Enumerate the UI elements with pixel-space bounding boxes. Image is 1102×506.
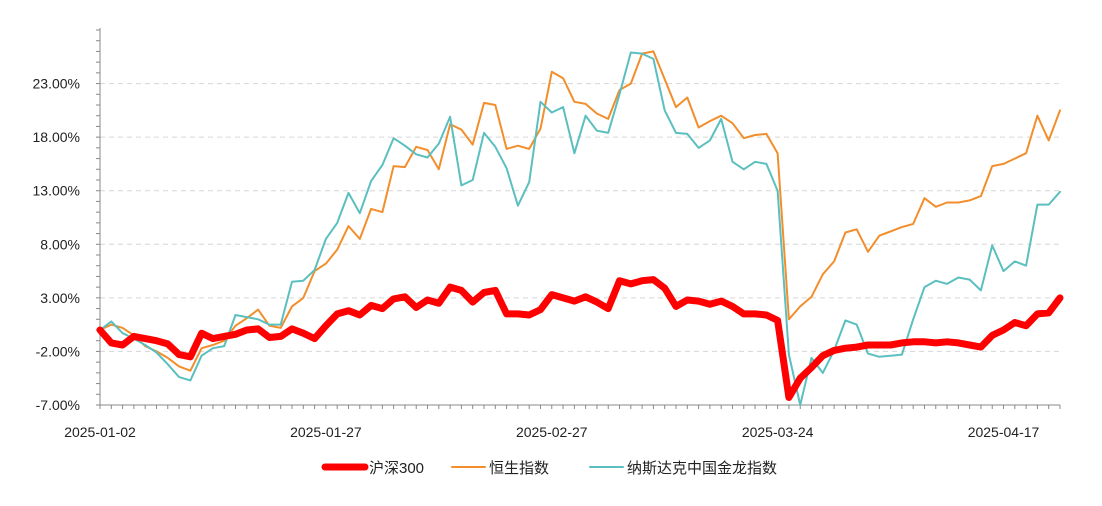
y-tick-label: 18.00% (33, 129, 80, 145)
legend-label-0: 沪深300 (369, 460, 424, 477)
x-tick-label: 2025-04-17 (968, 424, 1040, 440)
axes: -7.00% -2.00% 3.00% 8.00% 13.00% 18.00% 23.00%… (33, 28, 1061, 440)
y-tick-label: 23.00% (33, 76, 80, 92)
y-tick-label: 8.00% (40, 236, 80, 252)
legend-label-2: 纳斯达克中国金龙指数 (627, 460, 777, 477)
x-tick-label: 2025-02-27 (516, 424, 588, 440)
series-lines (96, 50, 1064, 406)
x-tick-label: 2025-03-24 (742, 424, 814, 440)
series-line-1 (99, 50, 1061, 372)
y-tick-label: 3.00% (40, 290, 80, 306)
y-tick-label: -7.00% (36, 397, 80, 413)
series-line-2 (99, 51, 1061, 406)
y-tick-label: 13.00% (33, 183, 80, 199)
series-line-0 (96, 276, 1064, 401)
x-tick-label: 2025-01-02 (64, 424, 136, 440)
legend: 沪深300 恒生指数 纳斯达克中国金龙指数 (321, 460, 777, 477)
legend-label-1: 恒生指数 (489, 460, 549, 477)
x-tick-label: 2025-01-27 (290, 424, 362, 440)
y-tick-label: -2.00% (36, 343, 80, 359)
